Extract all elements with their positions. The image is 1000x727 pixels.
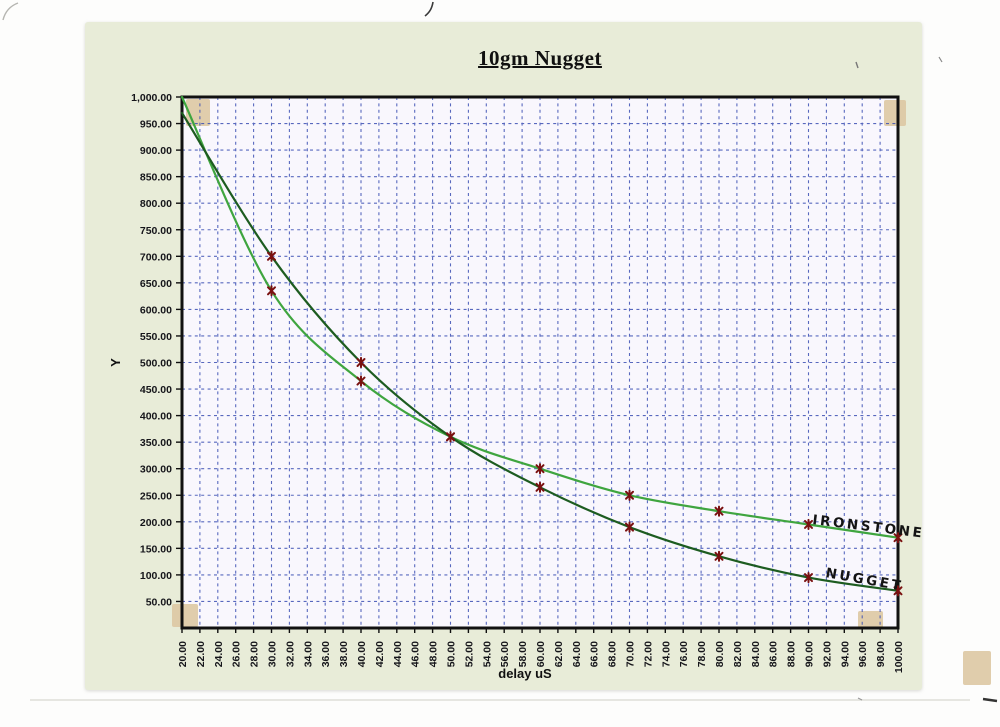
y-tick-label: 650.00 xyxy=(140,278,172,290)
x-tick-label: 88.00 xyxy=(786,641,798,667)
x-tick-label: 54.00 xyxy=(481,641,493,667)
tape-corner-mark xyxy=(884,100,906,126)
y-tick-label: 950.00 xyxy=(140,119,172,131)
y-tick-label: 600.00 xyxy=(140,304,172,316)
x-tick-labels: 20.00 22.00 24.00 26.00 28.00 30.00 32.00 34.00… xyxy=(177,641,905,673)
x-tick-label: 52.00 xyxy=(463,641,475,667)
scan-shadow-line xyxy=(30,699,970,701)
x-tick-label: 56.00 xyxy=(499,641,511,667)
tape-corner-mark xyxy=(963,651,991,685)
speck-artifact xyxy=(855,61,859,69)
speck-artifact xyxy=(938,56,943,63)
x-tick-label: 76.00 xyxy=(678,641,690,667)
y-tick-label: 150.00 xyxy=(140,543,172,555)
x-tick-label: 66.00 xyxy=(589,641,601,667)
y-tick-label: 1,000.00 xyxy=(131,92,172,104)
edge-dash-artifact xyxy=(982,697,998,703)
x-tick-label: 38.00 xyxy=(338,641,350,667)
marker-asterisk-nugget xyxy=(804,571,813,584)
x-tick-label: 22.00 xyxy=(195,641,207,667)
marker-asterisk-ironstone xyxy=(893,532,903,544)
x-tick-label: 42.00 xyxy=(374,641,386,667)
pen-mark-artifact xyxy=(424,1,434,17)
marker-asterisk-nugget xyxy=(714,550,724,562)
tape-corner-mark xyxy=(858,611,883,629)
x-tick-label: 94.00 xyxy=(839,641,851,667)
marker-asterisk-nugget xyxy=(446,431,455,443)
y-tick-label: 350.00 xyxy=(140,437,172,449)
y-tick-label: 800.00 xyxy=(140,198,172,210)
marker-asterisk-nugget xyxy=(267,250,276,262)
x-tick-label: 78.00 xyxy=(696,641,708,667)
marker-asterisk-ironstone xyxy=(535,463,545,475)
x-tick-label: 80.00 xyxy=(714,641,726,667)
y-tick-label: 850.00 xyxy=(140,172,172,184)
marker-asterisk-nugget xyxy=(535,481,545,493)
x-tick-label: 20.00 xyxy=(177,641,189,667)
x-tick-label: 58.00 xyxy=(517,641,529,667)
marker-asterisk-ironstone xyxy=(625,489,634,501)
marker-asterisk-ironstone xyxy=(267,285,276,297)
y-tick-label: 500.00 xyxy=(140,358,172,370)
speck-artifact xyxy=(857,697,863,701)
scan-corner-arc-artifact xyxy=(2,2,19,21)
marker-asterisk-nugget xyxy=(893,585,903,597)
marker-asterisk-ironstone xyxy=(356,375,366,387)
y-tick-label: 200.00 xyxy=(140,517,172,529)
y-tick-label: 750.00 xyxy=(140,225,172,237)
y-tick-label: 900.00 xyxy=(140,145,172,157)
x-tick-label: 48.00 xyxy=(428,641,440,667)
x-tick-label: 70.00 xyxy=(625,641,637,667)
x-tick-label: 92.00 xyxy=(821,641,833,667)
x-tick-label: 26.00 xyxy=(231,641,243,667)
marker-asterisk-nugget xyxy=(625,521,634,533)
x-axis-title: delay uS xyxy=(498,666,552,681)
x-tick-label: 50.00 xyxy=(446,641,458,667)
plot-border xyxy=(180,95,900,630)
y-tick-label: 550.00 xyxy=(140,331,172,343)
x-tick-label: 84.00 xyxy=(750,641,762,667)
x-tick-label: 74.00 xyxy=(660,641,672,667)
y-tick-label: 700.00 xyxy=(140,251,172,263)
x-tick-label: 90.00 xyxy=(804,641,816,667)
y-tick-label: 250.00 xyxy=(140,490,172,502)
marker-asterisk-ironstone xyxy=(714,505,724,517)
x-tick-label: 36.00 xyxy=(320,641,332,667)
x-tick-label: 82.00 xyxy=(732,641,744,667)
x-tick-label: 34.00 xyxy=(302,641,314,667)
x-tick-label: 40.00 xyxy=(356,641,368,667)
x-tick-label: 60.00 xyxy=(535,641,547,667)
tape-corner-mark xyxy=(172,604,198,627)
x-tick-label: 32.00 xyxy=(284,641,296,667)
x-tick-label: 46.00 xyxy=(410,641,422,667)
y-axis-title: Y xyxy=(108,358,123,367)
y-tick-label: 450.00 xyxy=(140,384,172,396)
data-markers xyxy=(267,250,903,597)
x-tick-label: 62.00 xyxy=(553,641,565,667)
x-tick-label: 68.00 xyxy=(607,641,619,667)
marker-asterisk-nugget xyxy=(356,356,366,369)
x-tick-label: 98.00 xyxy=(875,641,887,667)
y-tick-label: 400.00 xyxy=(140,411,172,423)
y-tick-label: 100.00 xyxy=(140,570,172,582)
y-tick-label: 50.00 xyxy=(146,596,172,608)
x-tick-label: 100.00 xyxy=(893,641,905,673)
marker-asterisk-ironstone xyxy=(804,518,813,531)
x-tick-label: 86.00 xyxy=(768,641,780,667)
y-tick-label: 300.00 xyxy=(140,464,172,476)
x-tick-label: 64.00 xyxy=(571,641,583,667)
x-tick-label: 72.00 xyxy=(642,641,654,667)
chart-title: 10gm Nugget xyxy=(478,46,602,70)
grid xyxy=(182,97,898,628)
x-tick-label: 28.00 xyxy=(249,641,261,667)
x-tick-label: 24.00 xyxy=(213,641,225,667)
y-tick-labels: 1,000.00 950.00 900.00 850.00 800.00 750.00 70… xyxy=(131,92,172,608)
x-tick-label: 96.00 xyxy=(857,641,869,667)
x-tick-label: 44.00 xyxy=(392,641,404,667)
x-tick-label: 30.00 xyxy=(267,641,279,667)
